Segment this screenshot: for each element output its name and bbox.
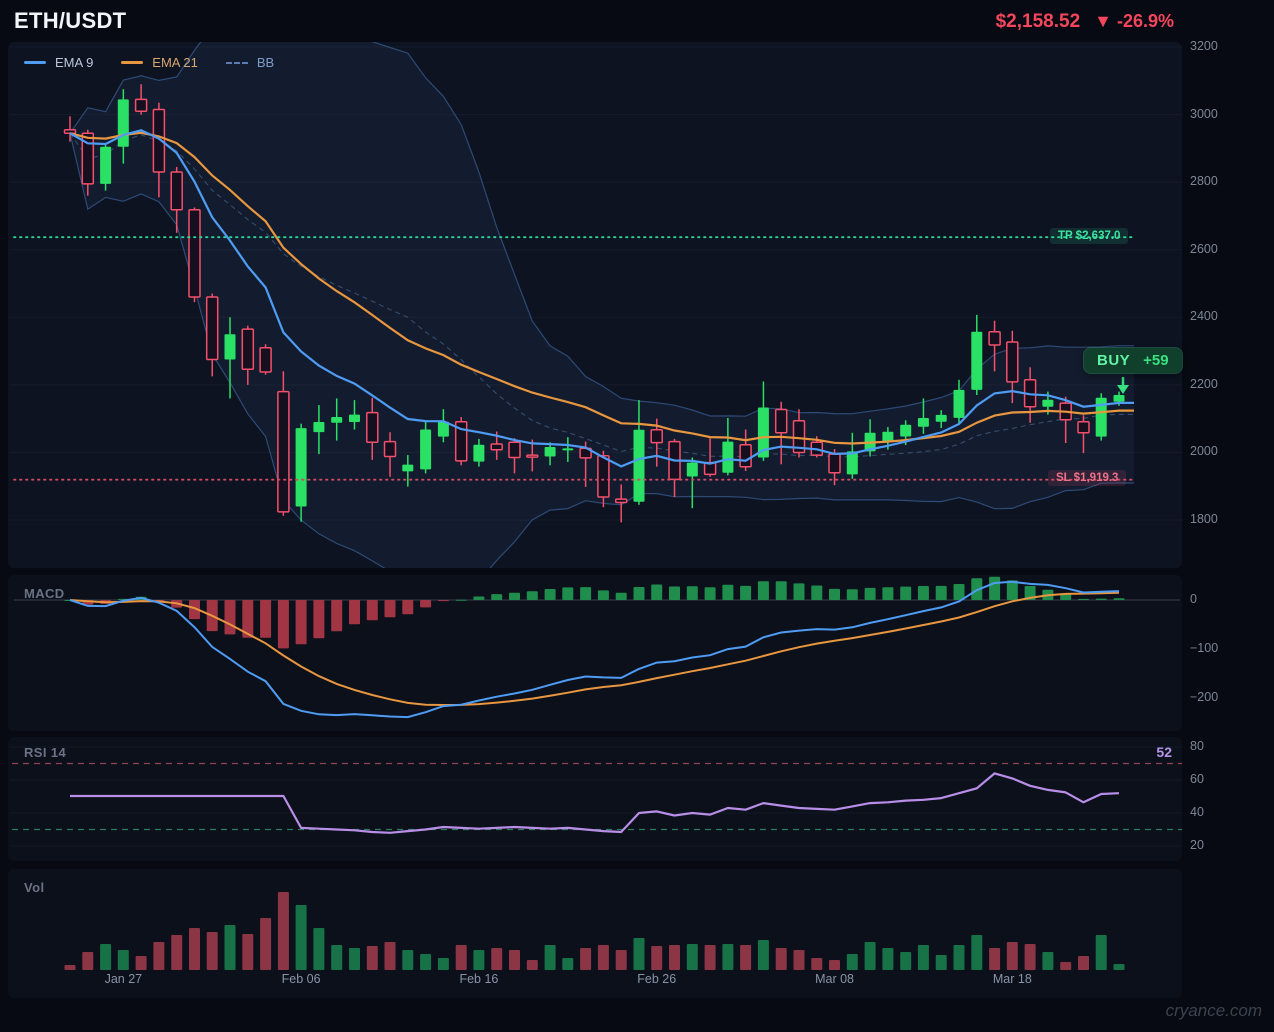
rsi-tick: 60	[1190, 772, 1204, 786]
volume-panel	[8, 869, 1182, 998]
watermark: cryance.com	[1165, 1001, 1262, 1020]
buy-signal-badge: BUY +59	[1084, 348, 1182, 373]
legend-label: BB	[256, 55, 275, 70]
ema9-line-icon	[24, 61, 46, 64]
vol-title: Vol	[24, 880, 45, 895]
rsi-current-value: 52	[1156, 744, 1172, 760]
legend: EMA 9 EMA 21 BB	[24, 55, 274, 70]
buy-signal-text: BUY	[1097, 352, 1131, 369]
price-tick: 2000	[1190, 444, 1218, 459]
take-profit-label: TP $2,637.0	[1050, 228, 1129, 244]
macd-title: MACD	[24, 586, 65, 601]
stop-loss-label: SL $1,919.3	[1048, 470, 1127, 486]
time-tick: Mar 18	[992, 972, 1032, 986]
price-change: ▼ -26.9%	[1094, 11, 1174, 31]
ema21-line-icon	[121, 61, 144, 64]
legend-item-bb[interactable]: BB	[225, 55, 275, 70]
price-tick: 2400	[1190, 309, 1218, 324]
header: ETH/USDT $2,158.52 ▼ -26.9%	[0, 0, 1274, 40]
price-tick: 3200	[1190, 39, 1218, 53]
macd-tick: −100	[1190, 641, 1219, 655]
macd-tick: 0	[1190, 592, 1197, 606]
time-tick: Feb 06	[281, 972, 321, 986]
legend-item-ema21[interactable]: EMA 21	[121, 55, 198, 70]
price-tick: 3000	[1190, 106, 1218, 121]
buy-arrow-icon	[1117, 377, 1129, 394]
rsi-panel	[8, 737, 1182, 861]
legend-label: EMA 21	[152, 55, 198, 70]
rsi-tick: 40	[1190, 805, 1204, 819]
price-tick: 2200	[1190, 376, 1218, 391]
macd-panel	[8, 575, 1182, 731]
time-tick: Jan 27	[104, 972, 143, 986]
time-tick: Feb 16	[459, 972, 499, 986]
price-tick: 2800	[1190, 174, 1218, 189]
price-tick: 2600	[1190, 241, 1218, 256]
buy-signal-delta: +59	[1143, 352, 1169, 369]
symbol-title: ETH/USDT	[14, 8, 127, 33]
time-tick: Mar 08	[815, 972, 854, 986]
legend-item-ema9[interactable]: EMA 9	[24, 55, 93, 70]
rsi-title: RSI 14	[24, 745, 67, 760]
time-tick: Feb 26	[637, 972, 677, 986]
rsi-tick: 80	[1190, 739, 1204, 753]
price-tick: 1800	[1190, 512, 1218, 526]
rsi-tick: 20	[1190, 838, 1204, 852]
price-group: $2,158.52 ▼ -26.9%	[996, 11, 1174, 33]
last-price: $2,158.52	[995, 11, 1081, 32]
bb-dashed-line-icon	[225, 61, 248, 64]
legend-label: EMA 9	[55, 55, 94, 70]
macd-tick: −200	[1190, 690, 1219, 704]
